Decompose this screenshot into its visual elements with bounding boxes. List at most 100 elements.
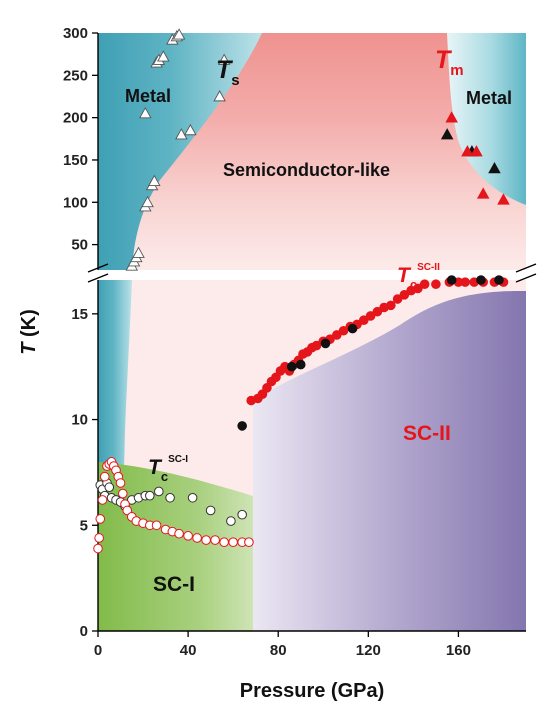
filled-circle-red-point [331,330,342,340]
filled-triangle-red-point [476,187,490,199]
open-circle-red-point [183,531,193,541]
open-triangle-point [139,106,152,119]
region-shapes [98,33,526,631]
metal-right-region [447,33,526,205]
filled-triangle-red-point [470,145,483,157]
y-upper-tick-label: 150 [63,152,88,169]
tc-sc1-annotation: TcSC-I [148,454,188,484]
open-circle-red-point [201,535,211,545]
open-circle-red-point [228,537,238,547]
open-circle-red-point [93,543,103,554]
filled-triangle-red-point [461,145,474,157]
filled-circle-red-point [431,279,441,290]
open-triangle-point [217,53,231,65]
y-upper-tick-label: 100 [63,194,88,211]
open-triangle-point [175,128,188,140]
open-circle-black-point [165,492,175,503]
filled-circle-red-point [257,389,268,399]
tick-marks [92,32,460,637]
label-metal-right: Metal [466,88,512,108]
y-upper-tick-label: 250 [63,67,88,84]
x-axis-title: Pressure (GPa) [240,680,385,702]
filled-circle-red-point [311,340,322,351]
filled-circle-red-point [271,372,281,383]
filled-triangle-black-point [488,162,501,174]
open-triangle-point [213,90,226,102]
y-lower-tick-label: 15 [71,306,88,323]
filled-circle-red-point [399,290,410,300]
open-circle-red-point [99,471,110,482]
open-triangle-point [141,195,154,208]
tc-sc2-annotation: TcSC-II [397,262,440,292]
open-circle-black-point [237,509,247,520]
open-circle-red-point [122,505,133,516]
filled-circle-red-point [365,311,376,321]
open-triangle-point [172,28,186,40]
sc1-region [98,462,300,631]
y-lower-tick-label: 5 [80,517,88,534]
filled-circle-black-point [494,275,504,285]
y-upper-tick-label: 300 [63,25,88,42]
axis-break-right-2 [515,273,537,283]
open-triangle-point [148,174,161,186]
metal-left-region-lower [98,280,132,470]
open-circle-black-point [145,490,155,501]
filled-circle-black-point [237,421,247,431]
open-triangle-point [157,50,170,62]
open-circle-red-point [210,535,220,545]
filled-circle-red-point [460,277,470,287]
open-circle-red-point [192,533,202,543]
open-circle-red-point [117,488,128,499]
ts-annotation: Ts [216,56,240,89]
open-circle-red-point [151,520,162,531]
open-circle-red-point [174,528,184,539]
axis-break-right-1 [515,263,537,273]
filled-triangle-red-point [445,111,458,123]
filled-circle-black-point [446,275,457,285]
filled-triangle-black-point [440,128,454,140]
open-circle-red-point [115,478,126,488]
filled-circle-black-point [295,359,306,370]
curve-annotations: Ts Tm TcSC-II TcSC-I [148,46,464,484]
tm-annotation: Tm [435,46,464,79]
tick-labels: 0 40 80 120 160 0 5 10 15 50 100 150 200 250 300 [63,25,471,659]
open-triangle-point [184,123,197,136]
filled-circle-red-point [338,325,349,336]
label-sc2: SC-II [403,422,451,445]
label-metal-left: Metal [125,86,171,106]
x-tick-label: 0 [94,642,102,659]
x-tick-label: 80 [270,642,287,659]
open-circle-red-point [244,537,254,547]
filled-circle-red-point [359,315,369,325]
label-sc1: SC-I [153,573,195,596]
open-circle-red-point [219,537,229,547]
x-tick-label: 40 [180,642,197,659]
open-circle-red-point [94,533,104,543]
filled-circle-red-point [372,306,383,317]
filled-circle-red-point [413,283,423,294]
data-points [93,28,510,554]
filled-circle-red-point [392,294,403,304]
sc2-region [253,291,526,631]
axis-break-left-2 [87,273,109,283]
axis-break-left-1 [87,263,109,273]
open-circle-red-point [97,495,108,505]
open-triangle-point [132,246,145,258]
x-tick-label: 120 [356,642,381,659]
open-circle-black-point [104,482,115,493]
filled-circle-red-point [386,300,396,311]
region-labels: Metal Metal Semiconductor-like SC-I SC-I… [125,86,512,596]
y-axis-title: T (K) [18,309,40,355]
filled-circle-black-point [347,323,358,334]
label-semiconductor: Semiconductor-like [223,160,390,180]
filled-circle-red-point [262,383,272,393]
open-circle-black-point [226,516,236,526]
filled-circle-black-point [286,361,297,372]
y-lower-tick-label: 0 [80,623,88,640]
x-tick-label: 160 [446,642,471,659]
filled-triangle-red-point [497,193,510,205]
y-upper-tick-label: 50 [71,237,88,254]
filled-circle-red-point [419,279,430,290]
axes [87,33,537,632]
